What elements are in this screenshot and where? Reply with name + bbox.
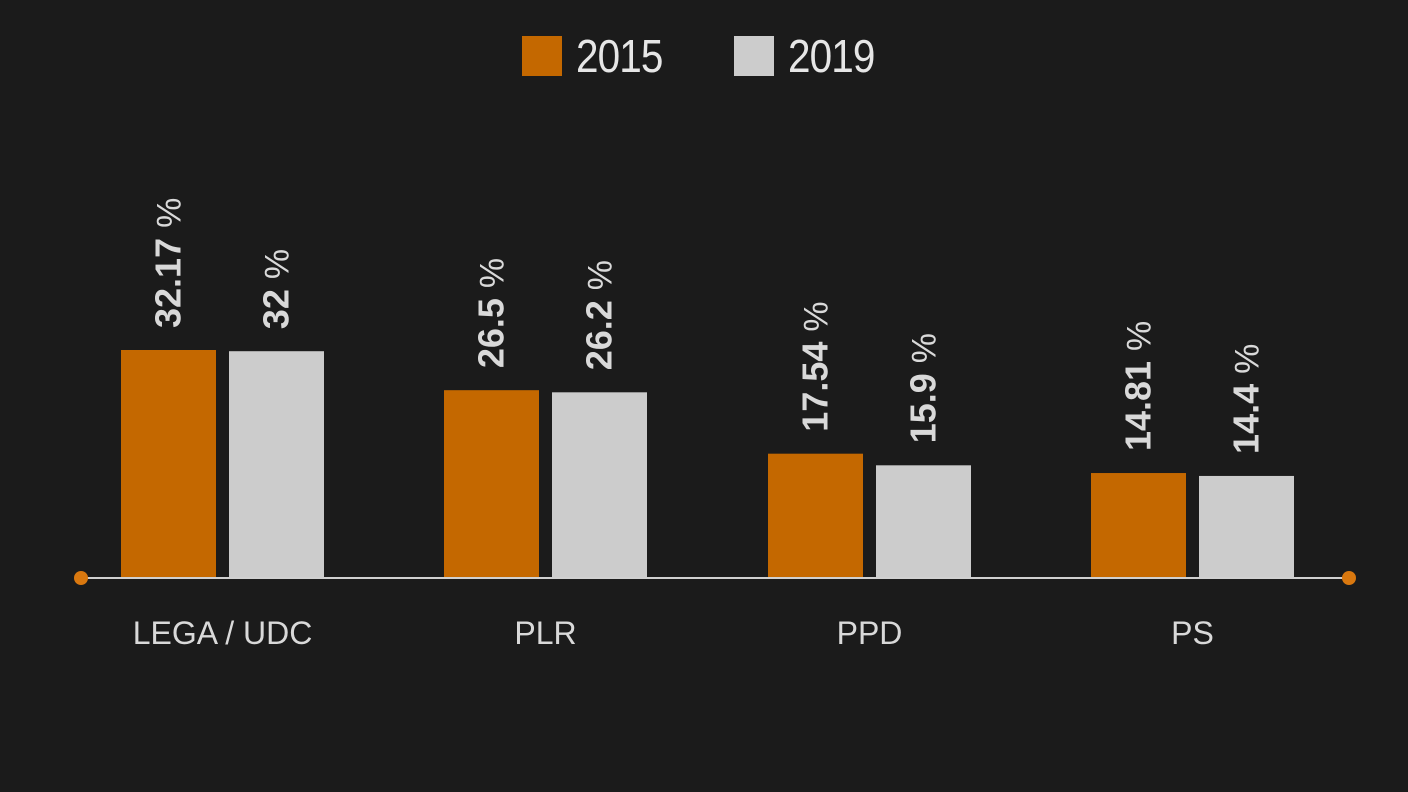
bar-lega-udc-2015 xyxy=(121,350,216,578)
bars-layer xyxy=(121,350,1294,578)
bar-ps-2015 xyxy=(1091,473,1186,578)
bar-plr-2015 xyxy=(444,390,539,578)
category-label-lega-udc: LEGA / UDC xyxy=(133,615,313,651)
legend-swatch-2015 xyxy=(521,36,562,76)
legend-swatch-2019 xyxy=(734,36,774,76)
category-labels-layer: LEGA / UDC PLR PPD PS xyxy=(133,615,1214,651)
category-label-plr: PLR xyxy=(514,615,576,651)
value-label-ps-2015: 14.81% xyxy=(1118,321,1159,451)
bar-ps-2019 xyxy=(1199,475,1294,578)
value-label-ppd-2019: 15.9% xyxy=(903,333,944,443)
category-label-ps: PS xyxy=(1171,615,1214,651)
bar-lega-udc-2019 xyxy=(229,351,324,578)
value-label-plr-2015: 26.5% xyxy=(471,258,512,368)
legend-item-2019: 2019 xyxy=(734,29,886,83)
value-label-ps-2019: 14.4% xyxy=(1226,344,1267,454)
bar-ppd-2019 xyxy=(876,465,971,578)
value-labels-layer: 32.17% 32% 26.5% 26.2% 17.54% 15.9% 14.81% 14.4… xyxy=(148,198,1267,454)
legend: 2015 2019 xyxy=(0,26,1408,86)
axis-left-endpoint-dot xyxy=(74,571,88,585)
x-axis xyxy=(74,571,1356,585)
value-label-plr-2019: 26.2% xyxy=(579,260,620,370)
value-label-ppd-2015: 17.54% xyxy=(795,301,836,431)
legend-label-2015: 2015 xyxy=(575,30,663,82)
bar-plr-2019 xyxy=(552,392,647,578)
category-label-ppd: PPD xyxy=(837,615,903,651)
axis-right-endpoint-dot xyxy=(1342,571,1356,585)
bar-ppd-2015 xyxy=(768,453,863,578)
legend-label-2019: 2019 xyxy=(788,30,875,82)
value-label-lega-udc-2019: 32% xyxy=(256,249,297,329)
legend-item-2015: 2015 xyxy=(521,29,674,83)
value-label-lega-udc-2015: 32.17% xyxy=(148,198,189,328)
